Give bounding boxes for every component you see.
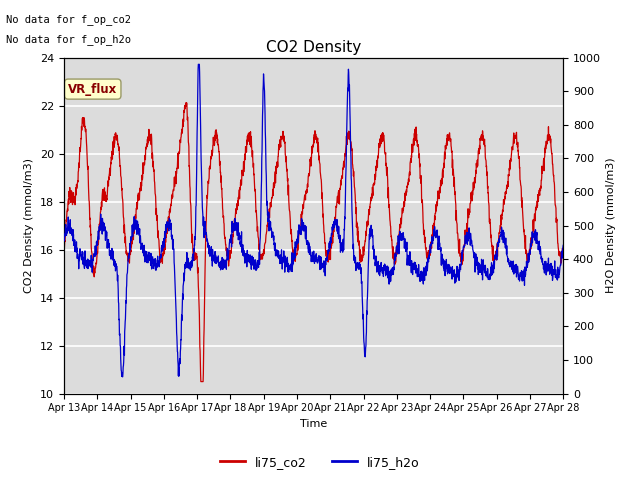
Text: VR_flux: VR_flux xyxy=(68,83,117,96)
Legend: li75_co2, li75_h2o: li75_co2, li75_h2o xyxy=(215,451,425,474)
Y-axis label: H2O Density (mmol/m3): H2O Density (mmol/m3) xyxy=(607,158,616,293)
Text: No data for f_op_h2o: No data for f_op_h2o xyxy=(6,34,131,45)
Y-axis label: CO2 Density (mmol/m3): CO2 Density (mmol/m3) xyxy=(24,158,35,293)
Title: CO2 Density: CO2 Density xyxy=(266,40,361,55)
X-axis label: Time: Time xyxy=(300,419,327,429)
Text: No data for f_op_co2: No data for f_op_co2 xyxy=(6,14,131,25)
